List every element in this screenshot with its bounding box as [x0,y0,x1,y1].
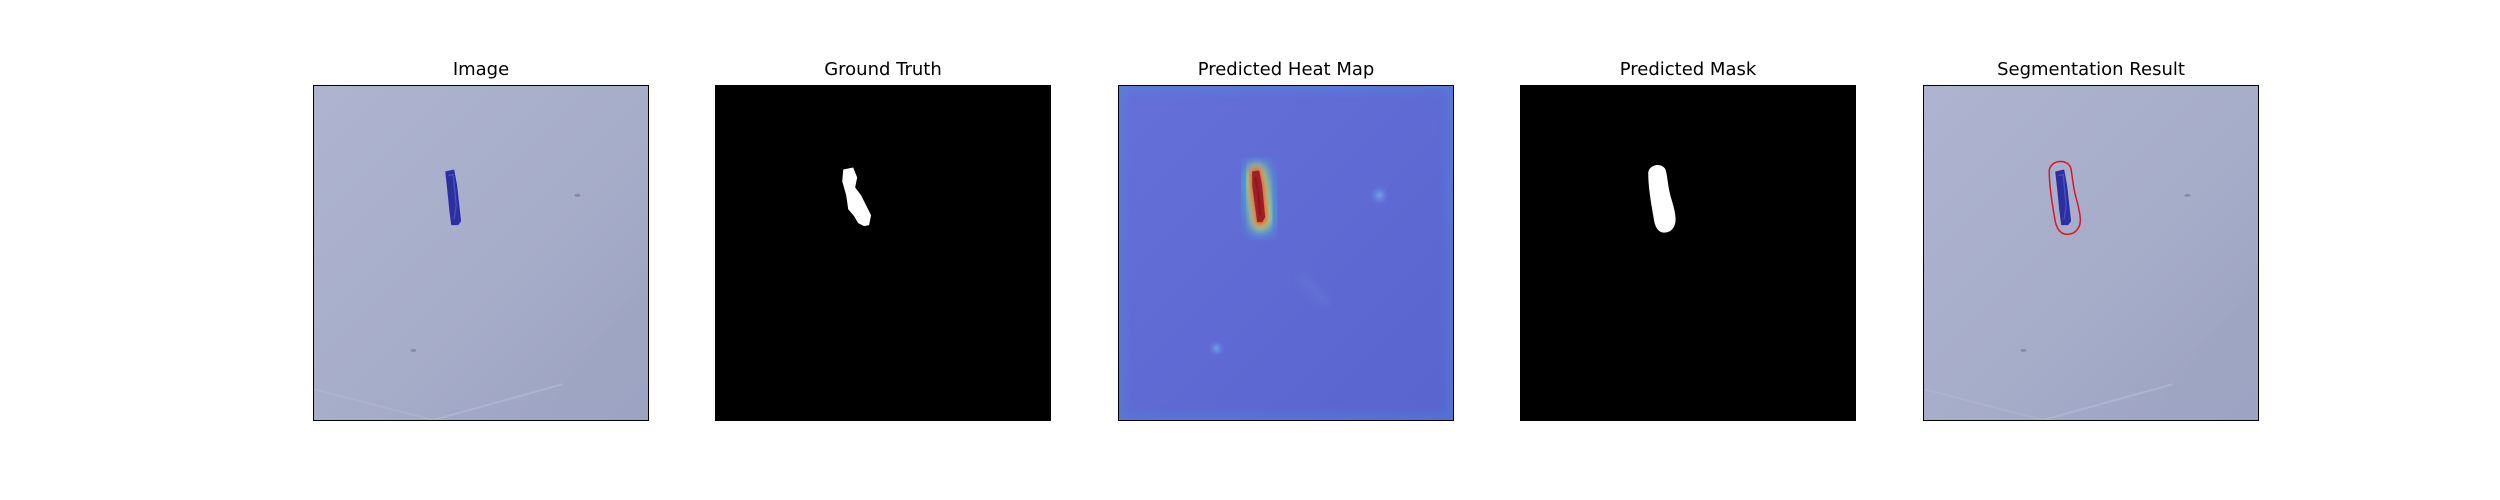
panel-title-predicted-mask: Predicted Mask [1619,59,1757,80]
ground-truth-mask [716,86,1050,420]
defect-object [445,169,462,226]
segmentation-result-panel [1923,85,2259,421]
predicted-mask [1521,86,1855,420]
predicted-heat-map [1119,86,1453,420]
defect-object-overlay [2055,169,2072,226]
segmentation-contour [2048,160,2082,236]
heat-hotspot [1244,163,1275,234]
predicted-mask-region [1648,164,1676,233]
predicted-mask-panel [1520,85,1856,421]
segmentation-result [1924,86,2258,420]
ground-truth-region [842,167,872,227]
panel-title-heat-map: Predicted Heat Map [1197,59,1375,80]
panel-title-ground-truth: Ground Truth [824,59,942,80]
ground-truth-panel [715,85,1051,421]
panel-title-segmentation-result: Segmentation Result [1997,59,2185,80]
heat-map-panel [1118,85,1454,421]
input-image [314,86,648,420]
panel-title-image: Image [452,59,510,80]
image-panel [313,85,649,421]
